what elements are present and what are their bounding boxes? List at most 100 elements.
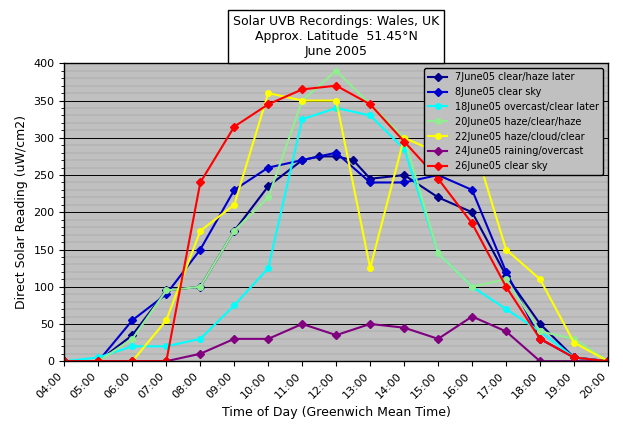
24June05 raining/overcast xyxy=(570,358,578,364)
20June05 haze/clear/haze xyxy=(570,336,578,342)
8June05 clear sky xyxy=(536,336,544,342)
18June05 overcast/clear later xyxy=(434,250,442,256)
Line: 18June05 overcast/clear later: 18June05 overcast/clear later xyxy=(62,105,611,364)
24June05 raining/overcast xyxy=(502,329,510,334)
20June05 haze/clear/haze xyxy=(333,68,340,73)
18June05 overcast/clear later xyxy=(128,344,136,349)
18June05 overcast/clear later xyxy=(60,358,68,364)
20June05 haze/clear/haze xyxy=(604,358,612,364)
24June05 raining/overcast xyxy=(536,358,544,364)
24June05 raining/overcast xyxy=(197,351,204,356)
22June05 haze/cloud/clear xyxy=(333,98,340,103)
18June05 overcast/clear later xyxy=(197,336,204,342)
22June05 haze/cloud/clear xyxy=(265,91,272,96)
22June05 haze/cloud/clear xyxy=(197,228,204,233)
Line: 24June05 raining/overcast: 24June05 raining/overcast xyxy=(62,314,611,364)
7June05 clear/haze later xyxy=(197,284,204,289)
20June05 haze/clear/haze xyxy=(434,250,442,256)
Legend: 7June05 clear/haze later, 8June05 clear sky, 18June05 overcast/clear later, 20Ju: 7June05 clear/haze later, 8June05 clear … xyxy=(424,68,603,175)
7June05 clear/haze later xyxy=(298,158,306,163)
Line: 7June05 clear/haze later: 7June05 clear/haze later xyxy=(62,154,611,364)
22June05 haze/cloud/clear xyxy=(231,202,238,207)
20June05 haze/clear/haze xyxy=(128,336,136,342)
7June05 clear/haze later xyxy=(434,195,442,200)
18June05 overcast/clear later xyxy=(298,117,306,122)
26June05 clear sky xyxy=(401,139,408,144)
18June05 overcast/clear later xyxy=(570,355,578,360)
8June05 clear sky xyxy=(265,165,272,170)
26June05 clear sky xyxy=(604,358,612,364)
8June05 clear sky xyxy=(333,150,340,155)
7June05 clear/haze later xyxy=(163,288,170,293)
8June05 clear sky xyxy=(366,180,374,185)
18June05 overcast/clear later xyxy=(502,306,510,312)
8June05 clear sky xyxy=(401,180,408,185)
7June05 clear/haze later xyxy=(502,273,510,278)
24June05 raining/overcast xyxy=(128,358,136,364)
7June05 clear/haze later xyxy=(265,184,272,189)
8June05 clear sky xyxy=(570,355,578,360)
7June05 clear/haze later xyxy=(60,358,68,364)
8June05 clear sky xyxy=(502,269,510,274)
20June05 haze/clear/haze xyxy=(265,195,272,200)
7June05 clear/haze later xyxy=(333,154,340,159)
8June05 clear sky xyxy=(468,187,476,193)
7June05 clear/haze later xyxy=(315,154,323,159)
24June05 raining/overcast xyxy=(95,358,102,364)
18June05 overcast/clear later xyxy=(604,358,612,364)
20June05 haze/clear/haze xyxy=(60,358,68,364)
18June05 overcast/clear later xyxy=(95,355,102,360)
7June05 clear/haze later xyxy=(604,358,612,364)
18June05 overcast/clear later xyxy=(401,146,408,151)
20June05 haze/clear/haze xyxy=(401,135,408,141)
26June05 clear sky xyxy=(366,102,374,107)
20June05 haze/clear/haze xyxy=(468,284,476,289)
8June05 clear sky xyxy=(163,292,170,297)
24June05 raining/overcast xyxy=(265,336,272,342)
8June05 clear sky xyxy=(95,358,102,364)
20June05 haze/clear/haze xyxy=(536,329,544,334)
20June05 haze/clear/haze xyxy=(502,277,510,282)
20June05 haze/clear/haze xyxy=(95,358,102,364)
Line: 20June05 haze/clear/haze: 20June05 haze/clear/haze xyxy=(62,68,611,364)
26June05 clear sky xyxy=(502,284,510,289)
8June05 clear sky xyxy=(197,247,204,252)
18June05 overcast/clear later xyxy=(536,329,544,334)
20June05 haze/clear/haze xyxy=(197,284,204,289)
24June05 raining/overcast xyxy=(231,336,238,342)
20June05 haze/clear/haze xyxy=(298,98,306,103)
26June05 clear sky xyxy=(298,87,306,92)
Y-axis label: Direct Solar Reading (uW/cm2): Direct Solar Reading (uW/cm2) xyxy=(15,115,28,309)
8June05 clear sky xyxy=(128,318,136,323)
18June05 overcast/clear later xyxy=(163,344,170,349)
18June05 overcast/clear later xyxy=(468,284,476,289)
26June05 clear sky xyxy=(434,176,442,181)
22June05 haze/cloud/clear xyxy=(604,358,612,364)
22June05 haze/cloud/clear xyxy=(60,358,68,364)
24June05 raining/overcast xyxy=(468,314,476,319)
22June05 haze/cloud/clear xyxy=(434,150,442,155)
X-axis label: Time of Day (Greenwich Mean Time): Time of Day (Greenwich Mean Time) xyxy=(222,406,450,419)
7June05 clear/haze later xyxy=(468,210,476,215)
7June05 clear/haze later xyxy=(401,172,408,178)
26June05 clear sky xyxy=(536,336,544,342)
26June05 clear sky xyxy=(333,83,340,88)
26June05 clear sky xyxy=(128,358,136,364)
Line: 26June05 clear sky: 26June05 clear sky xyxy=(62,83,611,364)
18June05 overcast/clear later xyxy=(366,113,374,118)
24June05 raining/overcast xyxy=(163,358,170,364)
26June05 clear sky xyxy=(95,358,102,364)
22June05 haze/cloud/clear xyxy=(95,358,102,364)
7June05 clear/haze later xyxy=(231,228,238,233)
26June05 clear sky xyxy=(163,358,170,364)
26June05 clear sky xyxy=(570,355,578,360)
7June05 clear/haze later xyxy=(350,158,357,163)
24June05 raining/overcast xyxy=(401,325,408,330)
18June05 overcast/clear later xyxy=(265,266,272,271)
26June05 clear sky xyxy=(197,180,204,185)
8June05 clear sky xyxy=(60,358,68,364)
7June05 clear/haze later xyxy=(366,176,374,181)
20June05 haze/clear/haze xyxy=(163,288,170,293)
26June05 clear sky xyxy=(265,102,272,107)
22June05 haze/cloud/clear xyxy=(502,247,510,252)
